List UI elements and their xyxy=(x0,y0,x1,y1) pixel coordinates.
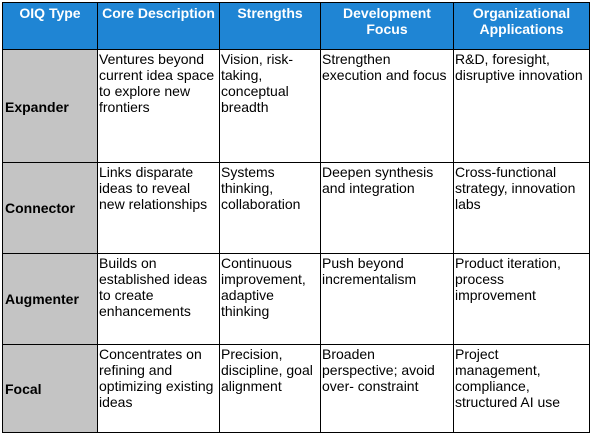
cell-oiq-type: Connector xyxy=(2,162,98,254)
cell-core-description: Concentrates on refining and optimizing … xyxy=(97,343,220,434)
cell-development-focus: Strengthen execution and focus xyxy=(320,48,454,164)
cell-development-focus: Broaden perspective; avoid over- constra… xyxy=(320,343,454,434)
table-row-expander: Expander Ventures beyond current idea sp… xyxy=(2,48,590,164)
cell-strengths: Precision, discipline, goal alignment xyxy=(219,343,321,434)
cell-core-description: Ventures beyond current idea space to ex… xyxy=(97,48,220,164)
cell-core-description: Builds on established ideas to create en… xyxy=(97,252,220,345)
cell-development-focus: Deepen synthesis and integration xyxy=(320,162,454,254)
table-row-augmenter: Augmenter Builds on established ideas to… xyxy=(2,252,590,345)
cell-core-description: Links disparate ideas to reveal new rela… xyxy=(97,162,220,254)
header-strengths: Strengths xyxy=(219,2,321,50)
header-development-focus: Development Focus xyxy=(320,2,454,50)
header-core-description: Core Description xyxy=(97,2,220,50)
cell-organizational-applications: Project management, compliance, structur… xyxy=(453,343,590,434)
cell-strengths: Continuous improvement, adaptive thinkin… xyxy=(219,252,321,345)
header-organizational-applications: Organizational Applications xyxy=(453,2,590,50)
cell-oiq-type: Expander xyxy=(2,48,98,164)
table-row-focal: Focal Concentrates on refining and optim… xyxy=(2,343,590,434)
header-row: OIQ Type Core Description Strengths Deve… xyxy=(2,2,590,50)
cell-oiq-type: Focal xyxy=(2,343,98,434)
cell-oiq-type: Augmenter xyxy=(2,252,98,345)
cell-strengths: Systems thinking, collaboration xyxy=(219,162,321,254)
cell-organizational-applications: Cross-functional strategy, innovation la… xyxy=(453,162,590,254)
header-oiq-type: OIQ Type xyxy=(2,2,98,50)
cell-development-focus: Push beyond incrementalism xyxy=(320,252,454,345)
table-row-connector: Connector Links disparate ideas to revea… xyxy=(2,162,590,254)
cell-strengths: Vision, risk-taking, conceptual breadth xyxy=(219,48,321,164)
cell-organizational-applications: R&D, foresight, disruptive innovation xyxy=(453,48,590,164)
cell-organizational-applications: Product iteration, process improvement xyxy=(453,252,590,345)
